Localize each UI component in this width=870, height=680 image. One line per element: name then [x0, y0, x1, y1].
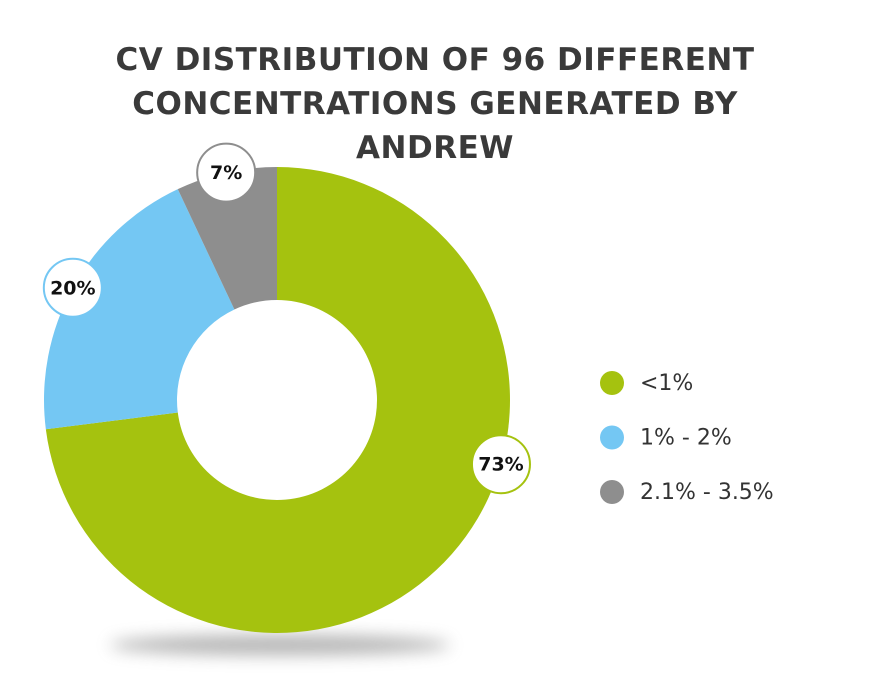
label-bubble — [42, 257, 103, 318]
slice — [45, 167, 510, 633]
legend-swatch — [600, 371, 624, 395]
legend-label: 2.1% - 3.5% — [640, 480, 774, 505]
legend-label: <1% — [640, 371, 693, 396]
slice — [177, 167, 277, 310]
slice — [43, 189, 235, 430]
legend-label: 1% - 2% — [640, 426, 732, 451]
legend-swatch — [600, 480, 624, 504]
shadow — [110, 635, 450, 655]
data-label: 73% — [478, 454, 523, 476]
legend-swatch — [600, 425, 624, 450]
label-bubble — [196, 142, 257, 203]
chart-title: CV DISTRIBUTION OF 96 DIFFERENT CONCENTR… — [115, 42, 755, 166]
data-label: 20% — [50, 277, 95, 299]
label-bubble — [470, 434, 531, 495]
data-label: 7% — [210, 162, 242, 184]
